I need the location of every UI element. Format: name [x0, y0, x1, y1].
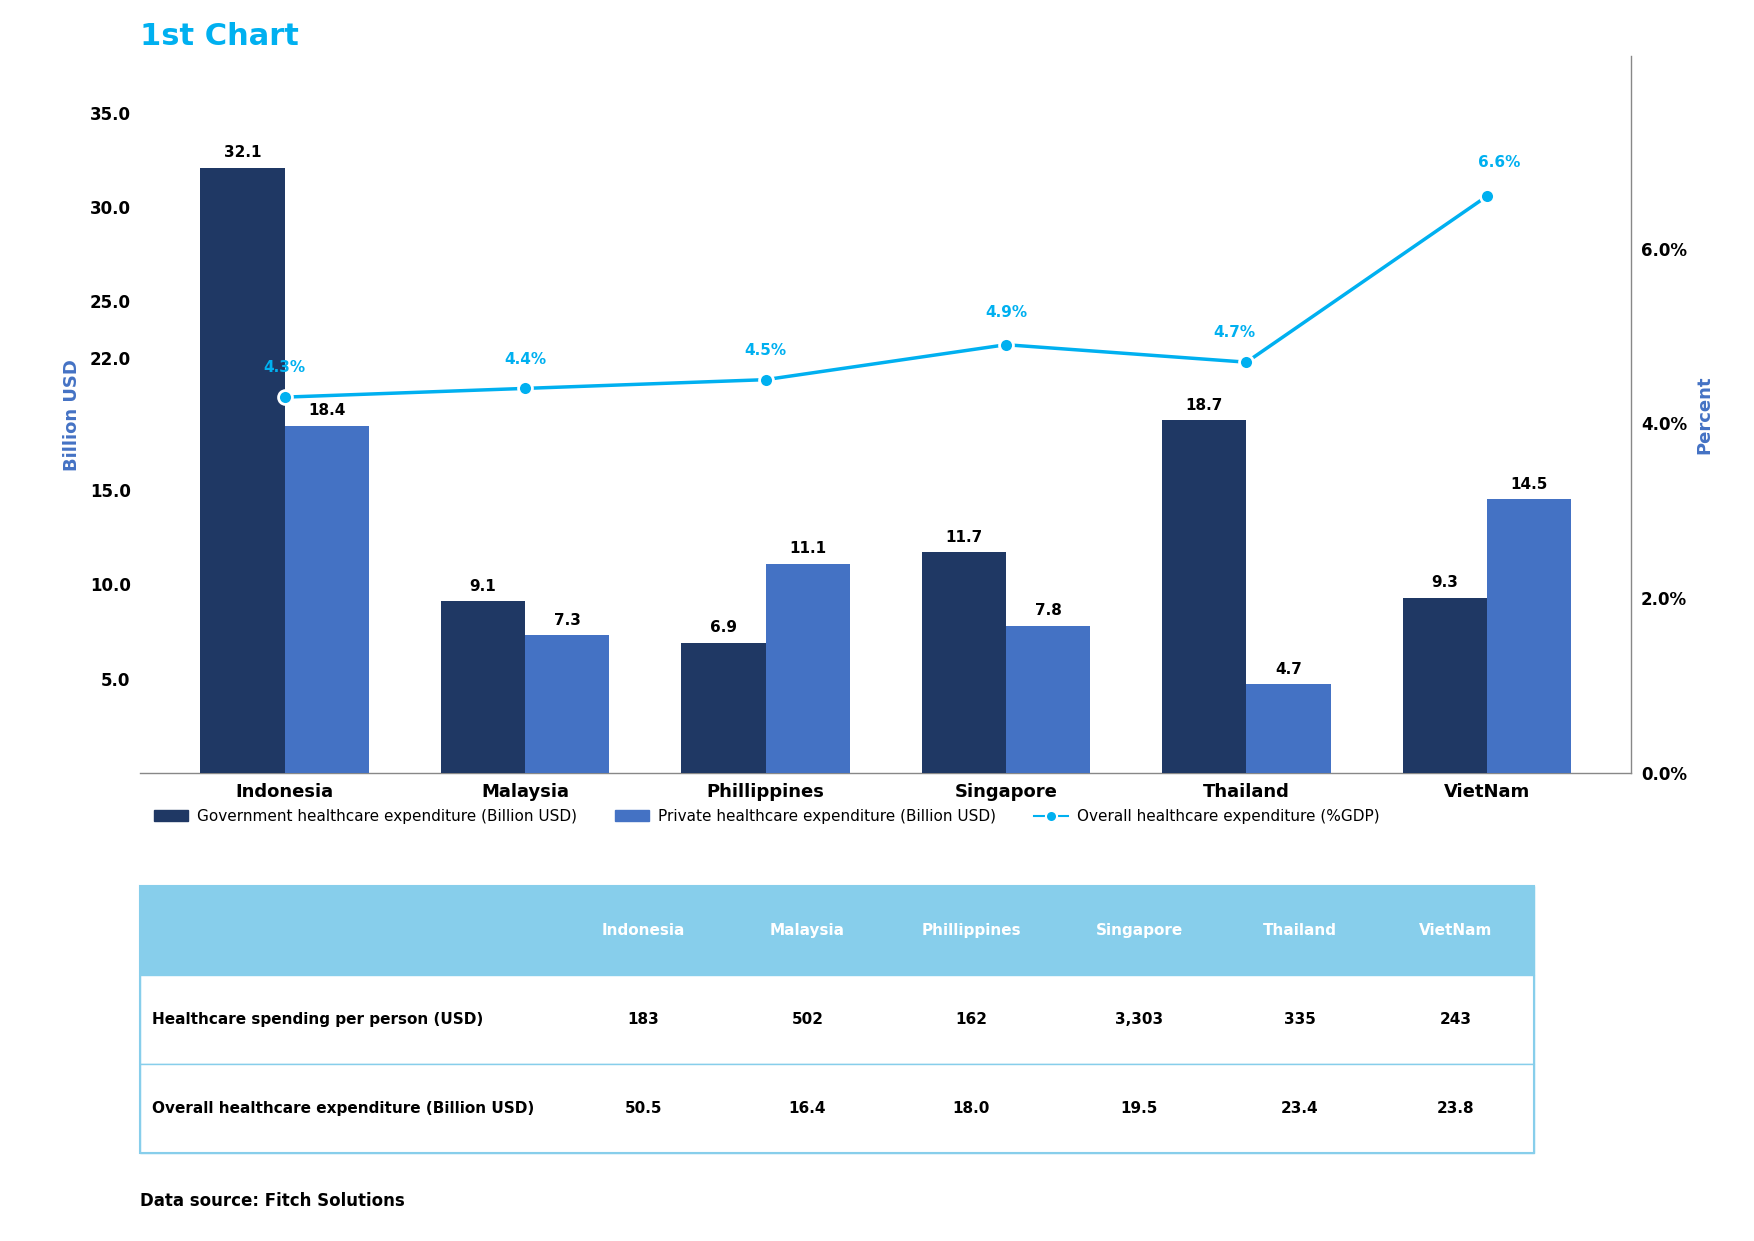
- Text: 14.5: 14.5: [1510, 477, 1547, 491]
- Text: 11.7: 11.7: [945, 530, 982, 545]
- Text: 1st Chart: 1st Chart: [140, 21, 300, 51]
- Text: 4.5%: 4.5%: [744, 343, 786, 357]
- Y-axis label: Billion USD: Billion USD: [63, 359, 81, 470]
- Text: 3,303: 3,303: [1116, 1013, 1163, 1028]
- Text: Malaysia: Malaysia: [770, 923, 845, 938]
- Text: Phillippines: Phillippines: [921, 923, 1021, 938]
- Text: 19.5: 19.5: [1121, 1101, 1158, 1117]
- Text: 502: 502: [791, 1013, 823, 1028]
- Bar: [140, 886, 1535, 1153]
- Bar: [524, 635, 609, 773]
- Text: 335: 335: [1284, 1013, 1316, 1028]
- Text: 7.8: 7.8: [1035, 603, 1061, 618]
- Y-axis label: Percent: Percent: [1696, 375, 1714, 454]
- Text: 4.7%: 4.7%: [1214, 325, 1256, 340]
- Text: 18.7: 18.7: [1186, 397, 1223, 413]
- Text: 4.3%: 4.3%: [263, 360, 305, 375]
- Text: 183: 183: [628, 1013, 660, 1028]
- Bar: [200, 168, 284, 773]
- Text: Data source: Fitch Solutions: Data source: Fitch Solutions: [140, 1191, 405, 1210]
- Bar: [1163, 421, 1247, 773]
- Legend: Government healthcare expenditure (Billion USD), Private healthcare expenditure : Government healthcare expenditure (Billi…: [147, 803, 1386, 830]
- Text: Thailand: Thailand: [1263, 923, 1337, 938]
- Text: 243: 243: [1440, 1013, 1472, 1028]
- Bar: [140, 886, 1535, 975]
- Text: 7.3: 7.3: [554, 613, 581, 628]
- Text: 16.4: 16.4: [789, 1101, 826, 1117]
- Bar: [1007, 625, 1091, 773]
- Text: 18.4: 18.4: [309, 403, 346, 418]
- Text: 9.1: 9.1: [470, 578, 496, 593]
- Text: 4.9%: 4.9%: [986, 305, 1028, 320]
- Bar: [681, 643, 765, 773]
- Text: 50.5: 50.5: [624, 1101, 663, 1117]
- Bar: [284, 426, 368, 773]
- Text: 9.3: 9.3: [1431, 575, 1458, 589]
- Text: 23.4: 23.4: [1280, 1101, 1319, 1117]
- Text: 6.9: 6.9: [710, 620, 737, 635]
- Bar: [440, 602, 524, 773]
- Bar: [923, 552, 1007, 773]
- Text: 32.1: 32.1: [225, 145, 261, 160]
- Text: 4.7: 4.7: [1275, 661, 1301, 676]
- Bar: [140, 975, 1535, 1065]
- Text: 162: 162: [956, 1013, 988, 1028]
- Text: Overall healthcare expenditure (Billion USD): Overall healthcare expenditure (Billion …: [153, 1101, 535, 1117]
- Text: VietNam: VietNam: [1419, 923, 1493, 938]
- Text: 11.1: 11.1: [789, 541, 826, 556]
- Text: 4.4%: 4.4%: [503, 351, 545, 366]
- Bar: [765, 563, 849, 773]
- Text: 23.8: 23.8: [1437, 1101, 1475, 1117]
- Bar: [140, 1065, 1535, 1153]
- Text: Healthcare spending per person (USD): Healthcare spending per person (USD): [153, 1013, 484, 1028]
- Bar: [1403, 597, 1487, 773]
- Bar: [1487, 499, 1572, 773]
- Text: Singapore: Singapore: [1096, 923, 1182, 938]
- Text: 6.6%: 6.6%: [1479, 155, 1521, 170]
- Text: Indonesia: Indonesia: [602, 923, 686, 938]
- Bar: [1247, 684, 1331, 773]
- Text: 18.0: 18.0: [952, 1101, 991, 1117]
